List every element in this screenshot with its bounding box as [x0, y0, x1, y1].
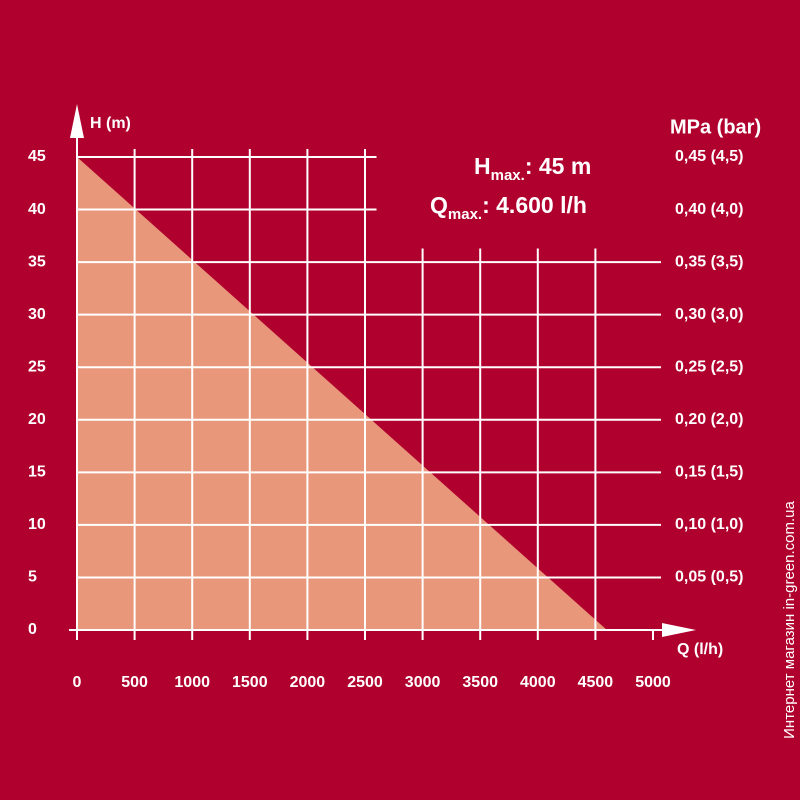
annotation-part: Q	[430, 192, 448, 218]
x-tick-label: 2000	[290, 674, 326, 691]
y2-tick-label: 0,45 (4,5)	[675, 148, 743, 165]
plot	[69, 135, 665, 640]
annotation-part: max.	[491, 167, 525, 184]
y2-tick-label: 0,35 (3,5)	[675, 253, 743, 270]
annotation: Hmax.: 45 m	[474, 153, 591, 184]
x-axis-label: Q (l/h)	[677, 641, 723, 658]
annotation-part: : 4.600 l/h	[482, 192, 587, 218]
x-axis-arrow	[662, 623, 696, 637]
area	[77, 157, 607, 630]
x-tick-label: 1000	[174, 674, 210, 691]
annotation-part: H	[474, 153, 491, 179]
x-tick-label: 500	[121, 674, 148, 691]
y2-tick-label: 0,25 (2,5)	[675, 358, 743, 375]
y-tick-label: 5	[28, 569, 37, 586]
y-tick-label: 10	[28, 516, 46, 533]
watermark: Интернет магазин in-green.com.ua	[781, 501, 798, 739]
x-tick-label: 1500	[232, 674, 268, 691]
y2-tick-label: 0,10 (1,0)	[675, 516, 743, 533]
y2-tick-label: 0,05 (0,5)	[675, 569, 743, 586]
y-tick-label: 35	[28, 253, 46, 270]
x-tick-label: 4500	[578, 674, 614, 691]
annotation: Qmax.: 4.600 l/h	[430, 192, 587, 223]
x-tick-label: 5000	[635, 674, 671, 691]
x-tick-label: 4000	[520, 674, 556, 691]
y-tick-label: 0	[28, 621, 37, 638]
y2-axis-label: MPa (bar)	[670, 116, 761, 138]
y2-tick-label: 0,20 (2,0)	[675, 411, 743, 428]
x-tick-label: 0	[73, 674, 82, 691]
y-tick-label: 40	[28, 201, 46, 218]
annotation-part: : 45 m	[525, 153, 591, 179]
y-tick-label: 25	[28, 358, 46, 375]
y-axis-label: H (m)	[90, 115, 131, 132]
y-tick-label: 45	[28, 148, 46, 165]
y-tick-label: 30	[28, 306, 46, 323]
y2-tick-label: 0,15 (1,5)	[675, 464, 743, 481]
annotation-part: max.	[448, 206, 482, 223]
x-tick-label: 3000	[405, 674, 441, 691]
y-tick-label: 15	[28, 464, 46, 481]
y2-tick-label: 0,40 (4,0)	[675, 201, 743, 218]
y-tick-label: 20	[28, 411, 46, 428]
y2-tick-label: 0,30 (3,0)	[675, 306, 743, 323]
x-tick-label: 2500	[347, 674, 383, 691]
y-axis-arrow	[70, 104, 84, 138]
x-tick-label: 3500	[462, 674, 498, 691]
